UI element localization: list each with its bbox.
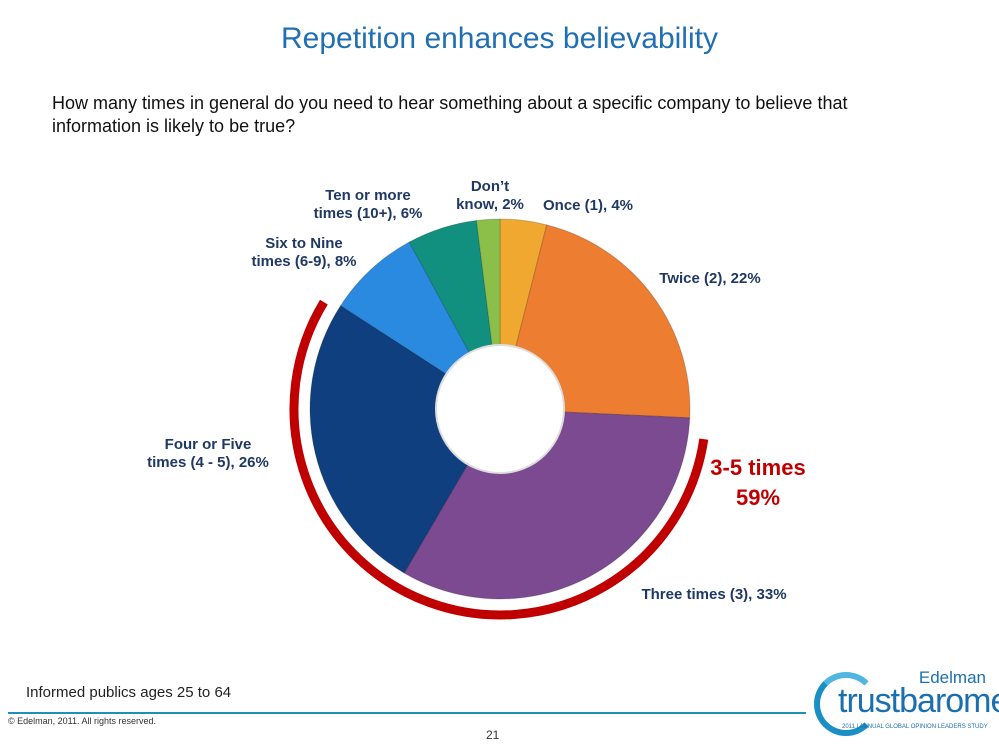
slice-label-line: times (4 - 5), 26%	[147, 454, 269, 471]
slice-label-line: times (6-9), 8%	[251, 253, 356, 270]
logo-ring-icon	[814, 672, 878, 736]
slide-title: Repetition enhances believability	[281, 22, 718, 55]
slice-label-line: Don’t	[471, 178, 509, 195]
slice-label-line: times (10+), 6%	[314, 205, 423, 222]
survey-question: How many times in general do you need to…	[52, 93, 848, 136]
slice-label-line: know, 2%	[456, 196, 524, 213]
highlight-arc	[289, 299, 709, 620]
slice-label-2: Three times (3), 33%	[641, 586, 786, 603]
highlight-label-line: 59%	[736, 485, 780, 510]
donut-hole	[435, 344, 565, 474]
logo-tagline: 2011 | ANNUAL GLOBAL OPINION LEADERS STU…	[842, 724, 988, 730]
logo-brand: Edelman	[918, 668, 986, 687]
highlight-label: 3-5 times 59%	[710, 455, 805, 510]
slice-label-line: Six to Nine	[265, 235, 343, 252]
slice-label-1: Twice (2), 22%	[659, 270, 760, 287]
slice-label-3: Four or Five times (4 - 5), 26%	[147, 436, 269, 471]
slice-label-line: Once (1), 4%	[543, 197, 633, 214]
highlight-label-line: 3-5 times	[710, 455, 805, 480]
edelman-trustbarometer-logo: Edelman trustbarometer 2011 | ANNUAL GLO…	[812, 668, 999, 744]
slice-label-5: Ten or more times (10+), 6%	[314, 187, 423, 222]
copyright: © Edelman, 2011. All rights reserved.	[8, 716, 157, 726]
slice-label-line: Three times (3), 33%	[641, 586, 786, 603]
footer-divider	[8, 712, 806, 714]
slice-label-4: Six to Nine times (6-9), 8%	[251, 235, 356, 270]
slice-label-line: Four or Five	[165, 436, 252, 453]
sample-note: Informed publics ages 25 to 64	[26, 684, 232, 701]
slice-label-line: Twice (2), 22%	[659, 270, 760, 287]
logo-name: trustbarometer	[838, 682, 999, 720]
slice-label-6: Don’t know, 2%	[456, 178, 524, 213]
slice-label-line: Ten or more	[325, 187, 411, 204]
page-number: 21	[486, 728, 500, 742]
slice-label-0: Once (1), 4%	[543, 197, 633, 214]
